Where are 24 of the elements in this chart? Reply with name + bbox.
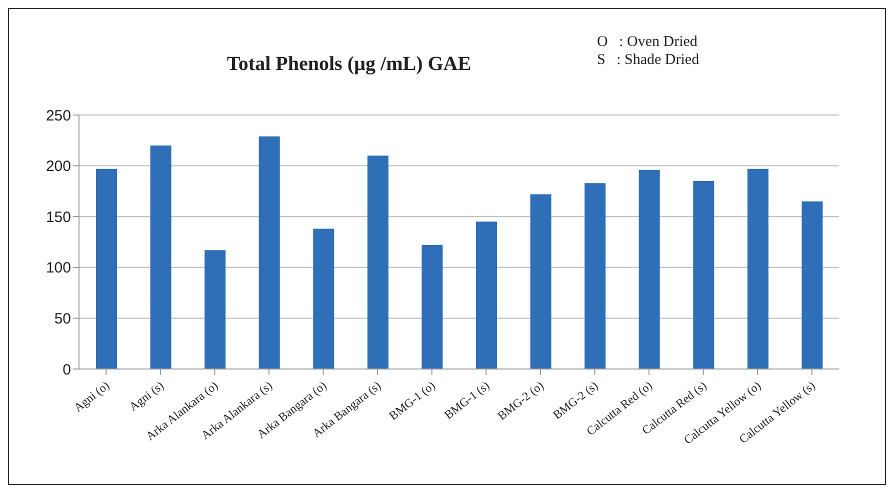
chart-title: Total Phenols (µg /mL) GAE <box>226 53 472 75</box>
bar <box>313 228 334 369</box>
y-tick-label: 50 <box>54 310 71 328</box>
bar <box>96 168 117 369</box>
text: S : Shade Dried <box>597 51 700 69</box>
y-tick-label: 250 <box>46 107 71 124</box>
y-tick-label: 150 <box>46 208 71 226</box>
bar <box>693 181 714 369</box>
bar <box>258 136 280 369</box>
bar <box>476 222 497 369</box>
bar <box>204 250 226 369</box>
bar <box>422 245 443 369</box>
y-tick-label: 200 <box>46 158 71 176</box>
text: O : Oven Dried <box>597 33 698 51</box>
bar <box>638 170 660 369</box>
x-tick-label: Agni (o) <box>71 378 112 415</box>
y-tick-label: 0 <box>62 361 71 378</box>
bar <box>584 183 606 369</box>
bar <box>367 156 388 369</box>
bar <box>802 201 823 369</box>
bar <box>530 194 552 369</box>
bar <box>150 145 172 369</box>
bar <box>747 168 768 369</box>
y-tick-label: 100 <box>46 260 71 277</box>
